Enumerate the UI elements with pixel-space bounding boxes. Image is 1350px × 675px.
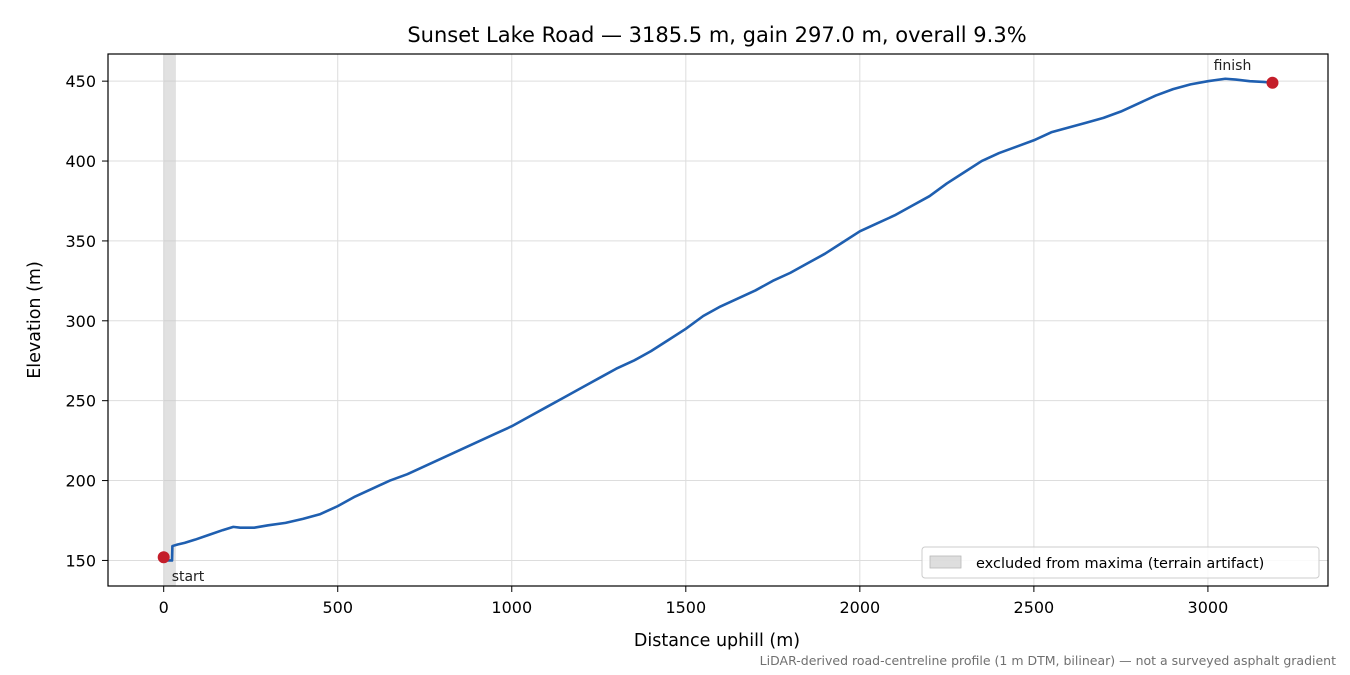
chart-title: Sunset Lake Road — 3185.5 m, gain 297.0 … [407, 23, 1026, 47]
plot-frame [107, 53, 1329, 587]
y-axis-ticks: 150 200 250 300 350 400 450 [65, 72, 108, 570]
start-marker [157, 551, 170, 564]
x-axis-label: Distance uphill (m) [634, 631, 800, 651]
x-tick-label: 0 [159, 598, 169, 617]
x-tick-label: 1500 [665, 598, 706, 617]
series-layer: start finish [157, 58, 1279, 585]
x-tick-label: 1000 [491, 598, 532, 617]
x-tick-label: 3000 [1188, 598, 1229, 617]
x-axis-ticks: 0 500 1000 1500 2000 2500 3000 [159, 586, 1229, 617]
x-tick-label: 2000 [839, 598, 880, 617]
y-tick-label: 400 [65, 152, 96, 171]
legend-box [921, 546, 1320, 579]
y-tick-label: 450 [65, 72, 96, 91]
finish-annotation: finish [1214, 58, 1252, 74]
chart-footnote: LiDAR-derived road-centreline profile (1… [760, 653, 1336, 668]
grid [108, 54, 1328, 586]
legend-swatch-excluded [929, 555, 962, 569]
excluded-region-band [163, 54, 176, 586]
x-tick-label: 2500 [1014, 598, 1055, 617]
y-tick-label: 350 [65, 232, 96, 251]
elevation-line-series-0 [162, 77, 1274, 562]
y-tick-label: 200 [65, 472, 96, 491]
y-tick-label: 150 [65, 551, 96, 570]
legend: excluded from maxima (terrain artifact) [921, 546, 1320, 579]
y-axis-label: Elevation (m) [25, 261, 45, 379]
y-tick-label: 250 [65, 392, 96, 411]
start-annotation: start [172, 569, 205, 585]
y-tick-label: 300 [65, 312, 96, 331]
finish-marker [1266, 76, 1279, 89]
x-tick-label: 500 [322, 598, 353, 617]
legend-label-excluded: excluded from maxima (terrain artifact) [976, 556, 1264, 572]
